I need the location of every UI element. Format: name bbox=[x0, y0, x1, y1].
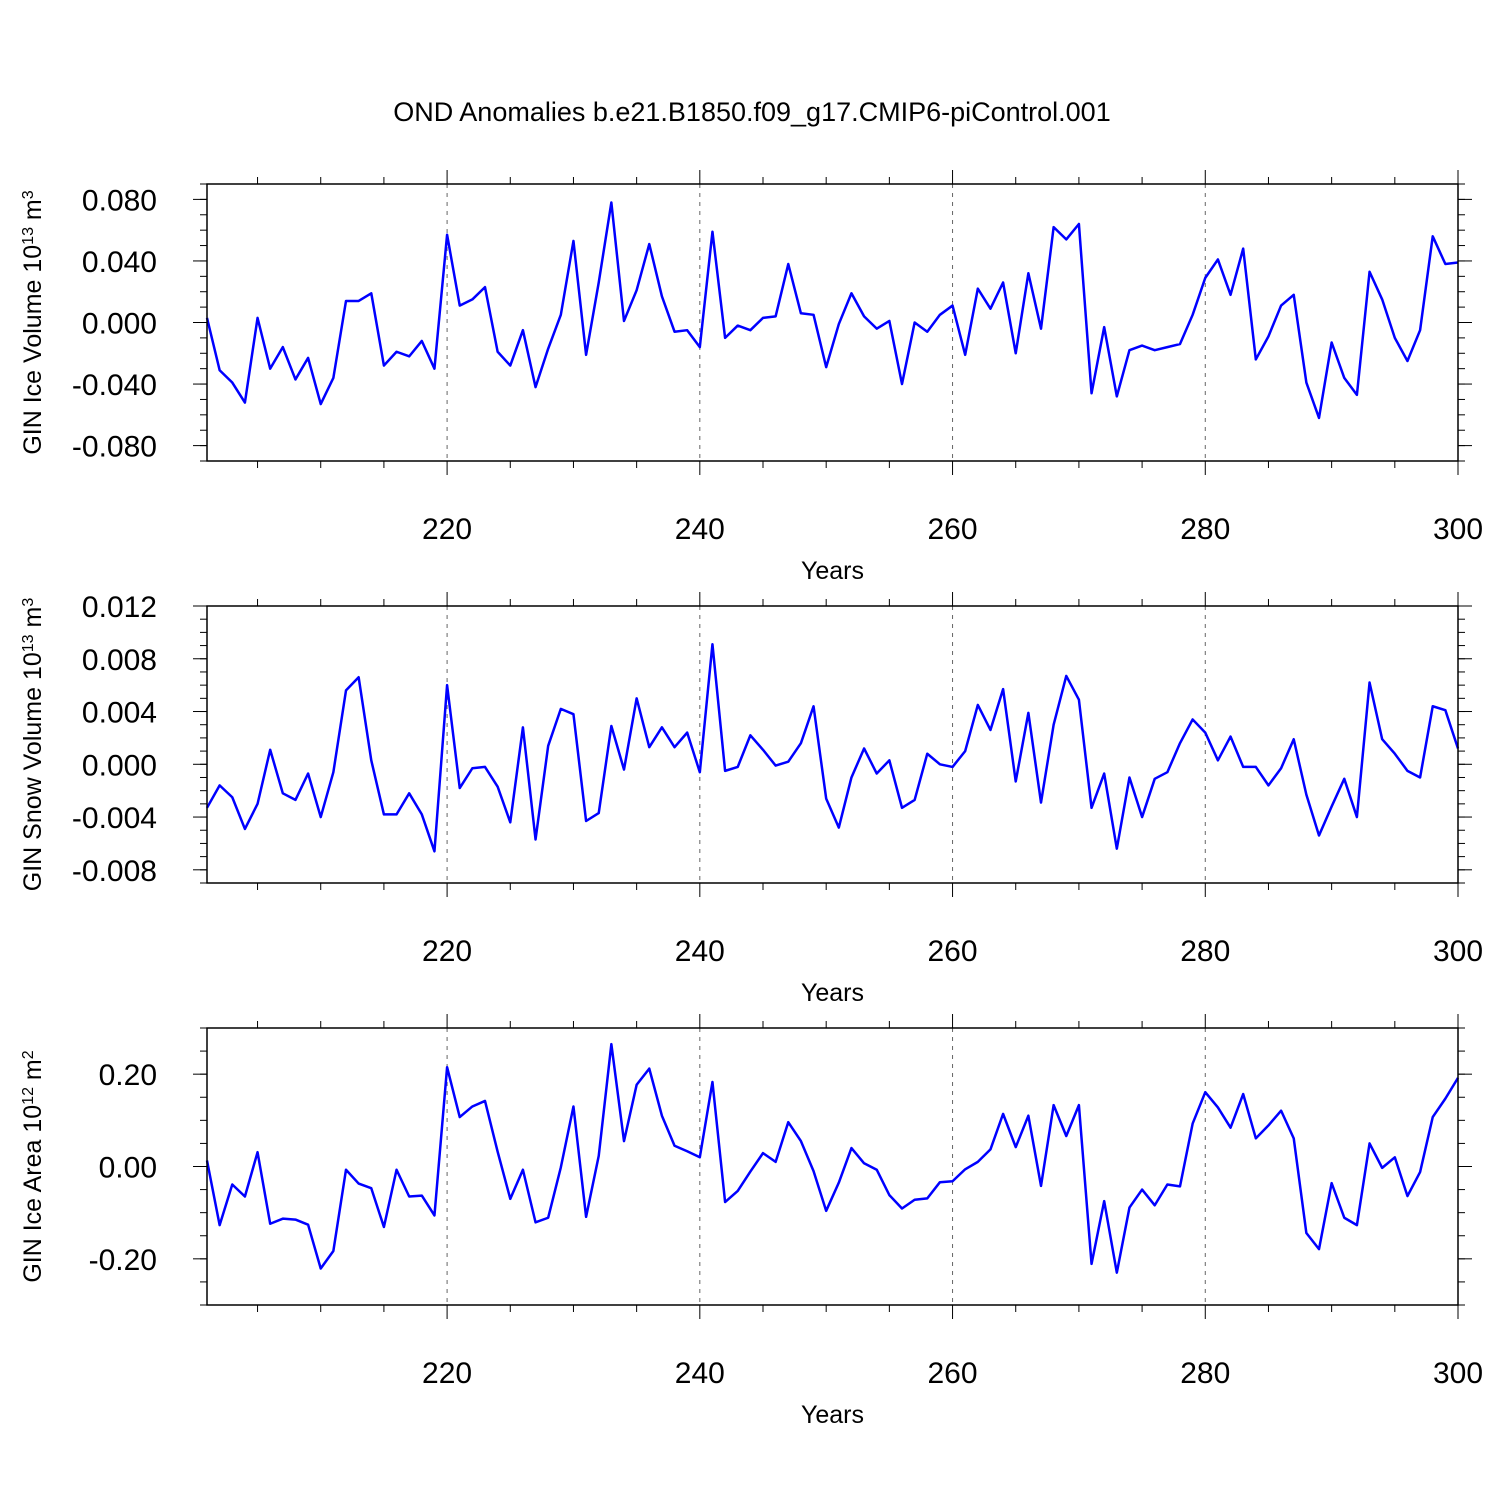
x-tick-label: 300 bbox=[1433, 513, 1483, 546]
y-axis-title-unit-exp: 2 bbox=[20, 1050, 37, 1059]
chart-panel-ice-area: -0.20 0.00 0.20 220 240 260 280 300 Years GIN Ice… bbox=[19, 1014, 1483, 1429]
x-tick-label: 220 bbox=[422, 935, 472, 968]
x-tick-label: 260 bbox=[928, 1357, 978, 1390]
x-tick-label: 240 bbox=[675, 513, 725, 546]
y-tick-label: 0.20 bbox=[99, 1059, 157, 1092]
y-axis-title-text: GIN Ice Volume 10 bbox=[19, 245, 47, 455]
x-tick-label: 240 bbox=[675, 935, 725, 968]
data-series-line bbox=[205, 1042, 1460, 1274]
chart-panels: -0.080 -0.040 0.000 0.040 0.080 220 240 260 280 3… bbox=[19, 170, 1483, 1429]
x-tick-label: 300 bbox=[1433, 935, 1483, 968]
plot-frame bbox=[206, 605, 1459, 884]
chart-panel-ice-volume: -0.080 -0.040 0.000 0.040 0.080 220 240 260 280 3… bbox=[19, 170, 1483, 585]
plot-frame bbox=[206, 1027, 1459, 1306]
data-series-line bbox=[205, 201, 1459, 420]
y-tick-label: -0.040 bbox=[72, 369, 157, 402]
x-tick-label: 260 bbox=[928, 513, 978, 546]
x-tick-label: 260 bbox=[928, 935, 978, 968]
y-tick-label: 0.080 bbox=[82, 184, 157, 217]
y-axis-title: GIN Ice Area 1012 m2 bbox=[19, 1050, 47, 1282]
y-tick-label: 0.00 bbox=[99, 1152, 157, 1185]
y-axis-title-exp: 12 bbox=[20, 1087, 37, 1105]
y-tick-label: -0.20 bbox=[89, 1244, 157, 1277]
y-tick-label: -0.080 bbox=[72, 431, 157, 464]
x-tick-label: 240 bbox=[675, 1357, 725, 1390]
y-tick-label: 0.000 bbox=[82, 308, 157, 341]
data-series-line bbox=[205, 643, 1460, 853]
y-axis-title-text: GIN Ice Area 10 bbox=[19, 1105, 47, 1283]
y-tick-label: 0.008 bbox=[82, 644, 157, 677]
y-tick-label: 0.040 bbox=[82, 246, 157, 279]
x-tick-label: 280 bbox=[1180, 935, 1230, 968]
y-axis-title-unit-exp: 3 bbox=[20, 598, 37, 607]
y-axis-title: GIN Snow Volume 1013 m3 bbox=[19, 598, 47, 892]
plot-frame bbox=[206, 183, 1459, 462]
chart-panel-snow-volume: -0.008 -0.004 0.000 0.004 0.008 0.012 220 240 26… bbox=[19, 591, 1483, 1007]
y-axis-title-exp: 13 bbox=[20, 634, 37, 652]
y-axis-title-unit-exp: 3 bbox=[20, 190, 37, 199]
y-tick-label: -0.008 bbox=[72, 855, 157, 888]
y-axis-title: GIN Ice Volume 1013 m3 bbox=[19, 190, 47, 454]
y-tick-label: 0.004 bbox=[82, 697, 157, 730]
y-axis-title-unit: m bbox=[19, 199, 47, 227]
x-tick-label: 300 bbox=[1433, 1357, 1483, 1390]
x-tick-label: 280 bbox=[1180, 1357, 1230, 1390]
x-axis-title: Years bbox=[801, 979, 864, 1007]
y-tick-label: 0.000 bbox=[82, 749, 157, 782]
x-axis-title: Years bbox=[801, 557, 864, 585]
y-axis-title-exp: 13 bbox=[20, 227, 37, 245]
y-axis-title-unit: m bbox=[19, 1059, 47, 1087]
x-tick-label: 220 bbox=[422, 513, 472, 546]
y-axis-title-unit: m bbox=[19, 607, 47, 635]
figure-title: OND Anomalies b.e21.B1850.f09_g17.CMIP6-… bbox=[393, 97, 1110, 127]
x-tick-label: 220 bbox=[422, 1357, 472, 1390]
y-axis-title-text: GIN Snow Volume 10 bbox=[19, 652, 47, 891]
x-tick-label: 280 bbox=[1180, 513, 1230, 546]
y-tick-label: 0.012 bbox=[82, 591, 157, 624]
y-tick-label: -0.004 bbox=[72, 802, 157, 835]
x-axis-title: Years bbox=[801, 1401, 864, 1429]
